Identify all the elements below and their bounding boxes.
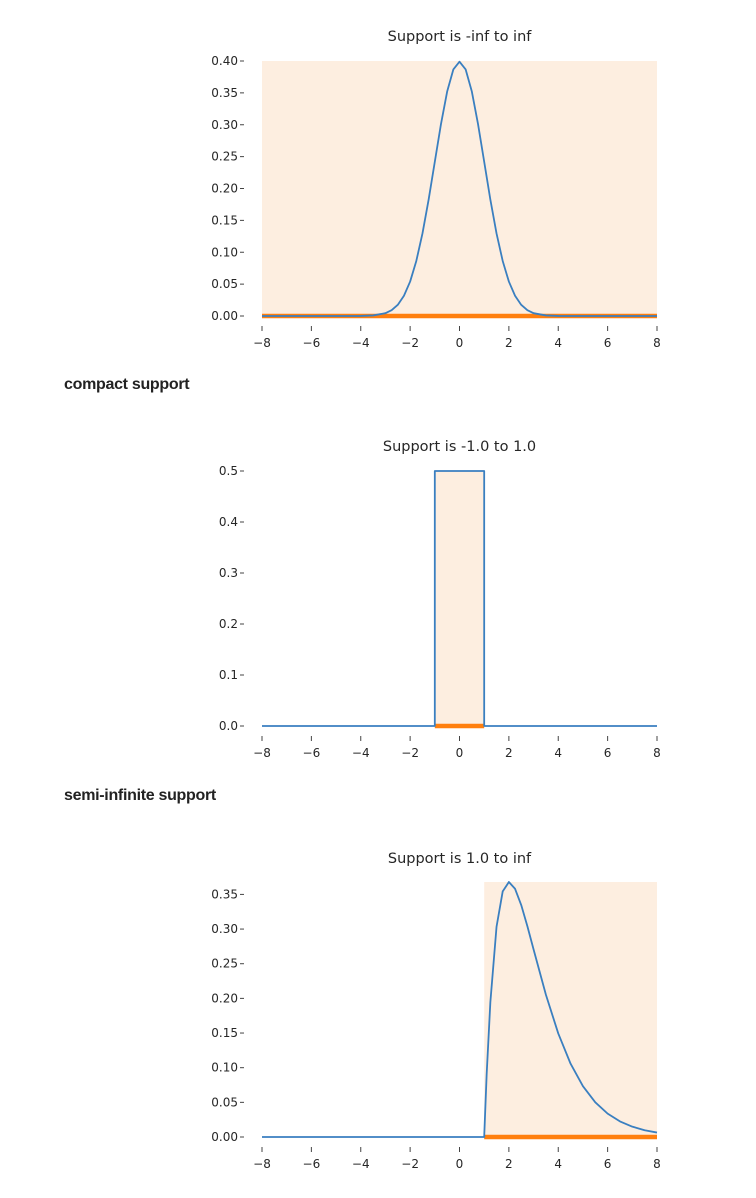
support-region xyxy=(434,471,485,726)
heading-semi-infinite-support: semi-infinite support xyxy=(64,787,216,804)
y-tick-label: 0.10 xyxy=(211,245,238,259)
chart-title: Support is -inf to inf xyxy=(388,29,533,45)
x-tick-label: −6 xyxy=(303,746,321,760)
x-tick-label: 0 xyxy=(456,746,464,760)
y-tick-label: 0.4 xyxy=(219,515,238,529)
x-tick-label: 4 xyxy=(554,336,562,350)
y-tick-label: 0.05 xyxy=(211,1095,238,1109)
y-tick-label: 0.3 xyxy=(219,566,238,580)
chart-uniform-pdf: Support is -1.0 to 1.0 0.0 0.1 0.2 0.3 0.4 0.5… xyxy=(219,439,661,760)
y-tick-label: 0.00 xyxy=(211,1130,238,1144)
chart-title: Support is -1.0 to 1.0 xyxy=(383,439,536,455)
x-tick-label: 2 xyxy=(505,1157,513,1171)
pdf-line xyxy=(262,470,657,727)
chart-semi-infinite-pdf: Support is 1.0 to inf 0.00 0.05 0.10 0.15 0.2… xyxy=(211,851,661,1171)
y-tick-label: 0.25 xyxy=(211,150,238,164)
y-tick-label: 0.20 xyxy=(211,182,238,196)
y-tick-label: 0.15 xyxy=(211,1026,238,1040)
x-tick-label: 4 xyxy=(554,746,562,760)
y-tick-label: 0.35 xyxy=(211,887,238,901)
x-tick-label: 6 xyxy=(604,336,612,350)
y-tick-label: 0.40 xyxy=(211,54,238,68)
y-tick-label: 0.00 xyxy=(211,309,238,323)
x-tick-label: 8 xyxy=(653,746,661,760)
x-tick-label: −4 xyxy=(352,336,370,350)
y-tick-label: 0.10 xyxy=(211,1061,238,1075)
y-tick-label: 0.1 xyxy=(219,668,238,682)
x-tick-label: 6 xyxy=(604,746,612,760)
y-tick-label: 0.20 xyxy=(211,991,238,1005)
x-tick-label: 0 xyxy=(456,1157,464,1171)
x-tick-label: −8 xyxy=(253,1157,271,1171)
y-tick-label: 0.25 xyxy=(211,957,238,971)
pdf-line xyxy=(262,881,658,1138)
x-tick-label: −6 xyxy=(303,336,321,350)
y-tick-label: 0.30 xyxy=(211,118,238,132)
x-tick-label: 0 xyxy=(456,336,464,350)
y-tick-label: 0.15 xyxy=(211,213,238,227)
x-tick-label: 8 xyxy=(653,336,661,350)
support-region xyxy=(484,882,657,1137)
heading-compact-support: compact support xyxy=(64,376,190,393)
x-tick-label: 8 xyxy=(653,1157,661,1171)
chart-title: Support is 1.0 to inf xyxy=(388,851,532,867)
support-region xyxy=(262,61,657,316)
y-tick-label: 0.0 xyxy=(219,719,238,733)
x-tick-label: −8 xyxy=(253,746,271,760)
y-tick-label: 0.05 xyxy=(211,277,238,291)
x-tick-label: 2 xyxy=(505,746,513,760)
x-tick-label: −6 xyxy=(303,1157,321,1171)
x-tick-label: 6 xyxy=(604,1157,612,1171)
x-tick-label: −2 xyxy=(401,746,419,760)
y-tick-label: 0.35 xyxy=(211,86,238,100)
y-tick-label: 0.5 xyxy=(219,464,238,478)
x-tick-label: −4 xyxy=(352,746,370,760)
chart-normal-pdf: Support is -inf to inf 0.00 0.05 0.10 0.15 0.… xyxy=(211,29,661,350)
x-tick-label: 4 xyxy=(554,1157,562,1171)
x-tick-label: −2 xyxy=(401,336,419,350)
y-tick-label: 0.30 xyxy=(211,922,238,936)
x-tick-label: −8 xyxy=(253,336,271,350)
x-tick-label: −4 xyxy=(352,1157,370,1171)
y-tick-label: 0.2 xyxy=(219,617,238,631)
x-tick-label: 2 xyxy=(505,336,513,350)
pdf-line xyxy=(261,60,658,317)
x-tick-label: −2 xyxy=(401,1157,419,1171)
